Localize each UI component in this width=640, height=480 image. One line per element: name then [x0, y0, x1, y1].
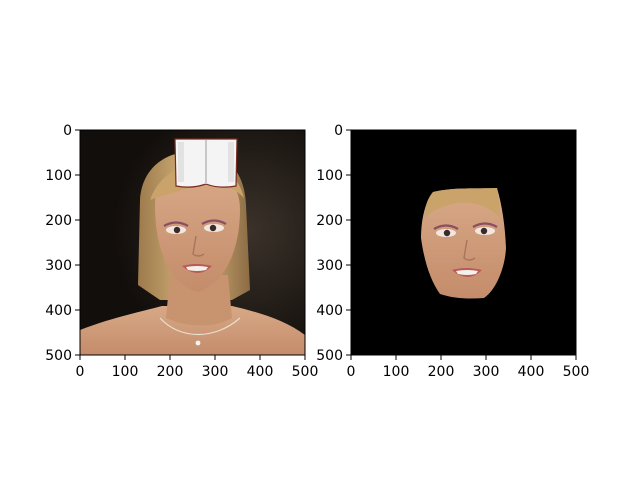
left-eyeshadow — [163, 221, 189, 227]
left-iris — [173, 226, 181, 234]
left-y-ticks: 0 100 200 300 400 500 — [45, 123, 80, 364]
face — [155, 170, 240, 292]
left-x-tick-label: 100 — [112, 364, 139, 380]
right-x-tick-label: 500 — [563, 364, 590, 380]
masked-right-eyeshadow — [472, 222, 498, 228]
right-iris — [209, 224, 217, 232]
necklace-pendant — [195, 340, 201, 346]
portrait-photo-icon — [80, 130, 305, 355]
left-x-tick-label: 200 — [157, 364, 184, 380]
left-y-tick-label: 0 — [63, 123, 72, 139]
right-y-ticks: 0 100 200 300 400 500 — [316, 123, 351, 364]
right-x-tick-label: 200 — [428, 364, 455, 380]
right-x-tick-label: 300 — [473, 364, 500, 380]
teeth — [186, 266, 208, 271]
nose — [192, 235, 205, 257]
right-y-tick-label: 200 — [316, 213, 343, 229]
masked-nose — [463, 239, 476, 261]
left-y-tick-label: 400 — [45, 303, 72, 319]
right-y-tick-label: 500 — [316, 348, 343, 364]
left-x-ticks: 0 100 200 300 400 500 — [76, 355, 319, 380]
right-x-tick-label: 100 — [383, 364, 410, 380]
left-y-tick-label: 300 — [45, 258, 72, 274]
face-region — [421, 188, 506, 299]
masked-left-eyeshadow — [433, 224, 459, 230]
book-sticker — [174, 138, 238, 188]
left-x-tick-label: 0 — [76, 364, 85, 380]
right-y-tick-label: 300 — [316, 258, 343, 274]
right-x-tick-label: 400 — [518, 364, 545, 380]
necklace — [159, 317, 241, 336]
left-y-tick-label: 200 — [45, 213, 72, 229]
right-image-panel: 0 100 200 300 400 500 0 100 200 300 400 500 — [316, 123, 589, 380]
face-region-hair — [424, 188, 500, 218]
right-x-tick-label: 0 — [347, 364, 356, 380]
masked-right-iris — [480, 227, 488, 235]
right-x-ticks: 0 100 200 300 400 500 — [347, 355, 590, 380]
right-y-tick-label: 400 — [316, 303, 343, 319]
right-y-tick-label: 100 — [316, 168, 343, 184]
masked-face-icon — [351, 130, 576, 355]
masked-left-iris — [443, 229, 451, 237]
right-axes-frame — [350, 129, 577, 356]
left-x-tick-label: 300 — [202, 364, 229, 380]
right-eyeshadow — [201, 219, 227, 225]
left-image-panel: 0 100 200 300 400 500 0 100 200 300 400 500 — [45, 123, 318, 380]
left-x-tick-label: 400 — [247, 364, 274, 380]
masked-teeth — [456, 270, 478, 275]
left-x-tick-label: 500 — [292, 364, 319, 380]
shoulders — [80, 306, 305, 355]
right-y-tick-label: 0 — [334, 123, 343, 139]
left-y-tick-label: 100 — [45, 168, 72, 184]
neck — [166, 275, 232, 326]
left-y-tick-label: 500 — [45, 348, 72, 364]
left-axes-frame — [79, 129, 306, 356]
